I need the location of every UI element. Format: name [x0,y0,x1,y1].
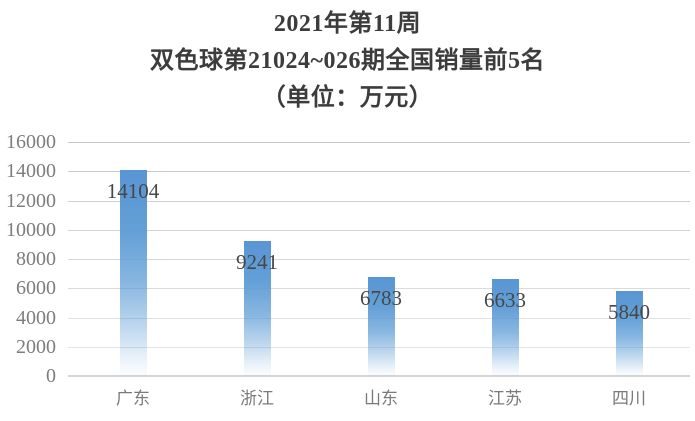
gridline [68,171,690,173]
y-tick-label: 14000 [6,160,56,183]
y-tick-label: 12000 [6,189,56,212]
chart-title-line-1: 2021年第11周 [273,11,422,37]
y-tick-label: 4000 [16,306,56,329]
x-category-label: 广东 [116,389,150,408]
bar-value-label: 9241 [236,249,278,274]
bar-value-label: 5840 [608,299,650,324]
chart-title: 2021年第11周 双色球第21024~026期全国销量前5名 （单位：万元） [0,6,695,117]
gridline [68,259,690,260]
x-axis-line [68,375,690,377]
bar-广东 [119,169,147,376]
bar-四川 [615,290,643,376]
gridline [68,200,690,202]
y-tick-label: 2000 [16,335,56,358]
y-tick-label: 10000 [6,218,56,241]
bar-value-label: 14104 [106,178,160,203]
chart-title-line-2: 双色球第21024~026期全国销量前5名 [150,48,545,74]
bar-山东 [367,276,395,376]
bar-value-label: 6783 [360,285,402,310]
bar-江苏 [491,278,519,376]
bar-value-label: 6633 [484,287,526,312]
bar-浙江 [243,240,271,376]
x-category-label: 四川 [612,389,646,408]
y-tick-label: 6000 [16,277,56,300]
y-tick-label: 0 [46,365,56,387]
gridline [68,229,690,231]
x-category-label: 浙江 [240,389,274,408]
gridline [68,142,690,143]
y-tick-label: 16000 [6,131,56,153]
x-category-label: 山东 [364,389,398,408]
y-tick-label: 8000 [16,248,56,270]
chart-title-line-3: （单位：万元） [261,85,434,111]
x-category-label: 江苏 [488,389,522,408]
